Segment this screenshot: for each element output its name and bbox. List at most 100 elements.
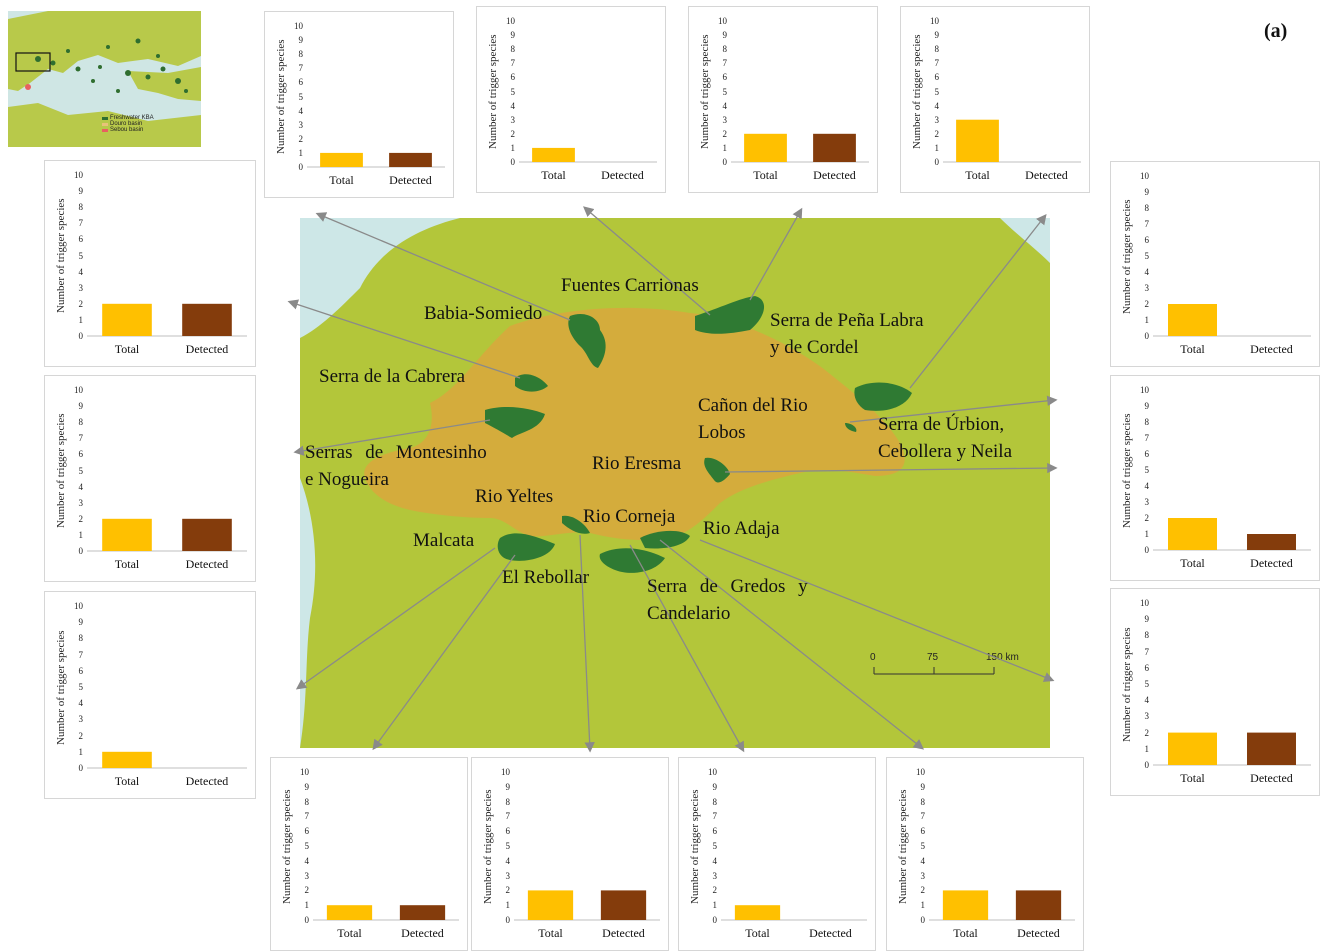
y-tick-label: 3 xyxy=(722,114,728,125)
x-category-label: Detected xyxy=(401,926,444,940)
bar-total xyxy=(320,152,363,167)
y-tick-label: 1 xyxy=(505,900,511,911)
bar-detected xyxy=(1247,534,1296,550)
main-map-graphic xyxy=(300,218,1050,748)
y-tick-label: 0 xyxy=(722,157,728,167)
y-tick-label: 6 xyxy=(78,449,84,460)
y-tick-label: 5 xyxy=(78,250,84,261)
chart-plot xyxy=(721,905,867,921)
chart-panel-5: Number of trigger species 0 1 2 3 4 5 6 7 8 9 10 Tot… xyxy=(44,160,256,367)
bar-total xyxy=(1168,518,1217,550)
chart-panel-8: Number of trigger species 0 1 2 3 4 5 6 7 8 9 10 Tot… xyxy=(1110,161,1320,367)
y-tick-label: 9 xyxy=(1144,187,1150,197)
x-category-label: Detected xyxy=(1250,342,1293,356)
y-tick-label: 2 xyxy=(1144,299,1150,309)
y-tick-label: 5 xyxy=(505,841,511,851)
label-canon-rio-lobos-2: Lobos xyxy=(698,422,746,443)
x-category-label: Detected xyxy=(185,774,229,788)
x-category-label: Total xyxy=(114,342,140,356)
y-tick-label: 3 xyxy=(1144,497,1150,507)
x-category-label: Detected xyxy=(1250,556,1293,570)
label-babia-somiedo: Babia-Somiedo xyxy=(424,303,543,324)
chart-plot xyxy=(1153,304,1311,337)
chart-plot xyxy=(1153,518,1311,551)
y-tick-label: 6 xyxy=(298,77,304,88)
y-tick-label: 2 xyxy=(712,885,718,896)
label-montesinho-2: e Nogueira xyxy=(305,469,389,490)
x-category-label: Detected xyxy=(602,926,645,940)
y-tick-label: 2 xyxy=(505,885,511,896)
label-fuentes-carrionas: Fuentes Carrionas xyxy=(561,275,699,296)
bar-detected xyxy=(1015,890,1062,920)
y-tick-label: 2 xyxy=(78,730,84,741)
y-tick-label: 3 xyxy=(78,282,84,293)
y-tick-label: 7 xyxy=(304,811,310,822)
y-tick-label: 8 xyxy=(1144,417,1150,427)
y-tick-label: 2 xyxy=(1144,513,1150,523)
chart-panel-10: Number of trigger species 0 1 2 3 4 5 6 7 8 9 10 Tot… xyxy=(1110,588,1320,796)
scale-bar xyxy=(873,667,995,675)
x-category-label: Detected xyxy=(809,926,852,940)
x-category-label: Total xyxy=(965,168,990,182)
chart-panel-9: Number of trigger species 0 1 2 3 4 5 6 7 8 9 10 Tot… xyxy=(1110,375,1320,581)
chart-panel-2: Number of trigger species 0 1 2 3 4 5 6 7 8 9 10 Tot… xyxy=(476,6,666,193)
y-tick-label: 3 xyxy=(934,114,940,125)
y-tick-label: 8 xyxy=(510,44,516,55)
y-tick-label: 8 xyxy=(934,44,940,55)
x-category-label: Total xyxy=(541,168,566,182)
y-tick-label: 2 xyxy=(510,128,516,139)
bar-total xyxy=(326,905,373,920)
y-tick-label: 0 xyxy=(510,157,516,167)
label-urbion-2: Cebollera y Neila xyxy=(878,441,1013,462)
y-tick-label: 5 xyxy=(78,465,84,476)
bar-total xyxy=(102,303,152,336)
chart-plot xyxy=(1153,732,1311,766)
y-tick-label: 3 xyxy=(920,870,926,881)
y-tick-label: 4 xyxy=(510,100,516,111)
x-category-label: Detected xyxy=(813,168,856,182)
x-category-label: Detected xyxy=(185,342,229,356)
y-tick-label: 1 xyxy=(304,900,310,911)
chart-panel-7: Number of trigger species 0 1 2 3 4 5 6 7 8 9 10 Tot… xyxy=(44,591,256,799)
y-tick-label: 3 xyxy=(78,714,84,725)
y-tick-label: 1 xyxy=(722,142,728,153)
bar-detected xyxy=(182,303,232,336)
x-category-label: Detected xyxy=(389,173,432,187)
y-tick-label: 10 xyxy=(506,16,515,26)
x-category-label: Detected xyxy=(1017,926,1060,940)
y-tick-label: 2 xyxy=(934,128,940,139)
y-tick-label: 3 xyxy=(712,870,718,881)
y-tick-label: 4 xyxy=(298,105,304,116)
x-category-label: Total xyxy=(114,557,140,571)
y-tick-label: 5 xyxy=(1144,679,1150,689)
y-tick-label: 8 xyxy=(78,633,84,644)
chart-plot xyxy=(731,133,869,163)
chart-panel-12: Number of trigger species 0 1 2 3 4 5 6 7 8 9 10 Tot… xyxy=(471,757,669,951)
y-tick-label: 4 xyxy=(78,698,84,709)
y-tick-label: 7 xyxy=(722,58,728,69)
y-tick-label: 5 xyxy=(1144,465,1150,475)
y-tick-label: 1 xyxy=(1144,315,1150,325)
y-tick-label: 4 xyxy=(920,855,926,866)
y-tick-label: 7 xyxy=(298,63,304,74)
y-tick-label: 5 xyxy=(78,682,84,692)
y-tick-label: 9 xyxy=(934,30,940,41)
bar-total xyxy=(744,133,787,162)
bar-total xyxy=(532,147,575,162)
y-tick-label: 5 xyxy=(304,841,310,851)
y-tick-label: 10 xyxy=(930,16,939,26)
y-tick-label: 5 xyxy=(934,86,940,97)
chart-plot xyxy=(929,890,1075,921)
y-tick-label: 5 xyxy=(1144,251,1150,261)
y-tick-label: 4 xyxy=(1144,267,1150,277)
scale-tick-0: 0 xyxy=(870,652,876,663)
y-tick-label: 0 xyxy=(505,915,511,925)
y-tick-label: 4 xyxy=(722,100,728,111)
y-tick-label: 6 xyxy=(920,826,926,837)
chart-plot xyxy=(943,119,1081,163)
bar-total xyxy=(1168,304,1217,336)
y-tick-label: 9 xyxy=(1144,401,1150,411)
y-tick-label: 10 xyxy=(294,21,303,31)
y-tick-label: 0 xyxy=(1144,331,1150,341)
y-tick-label: 2 xyxy=(298,133,304,144)
